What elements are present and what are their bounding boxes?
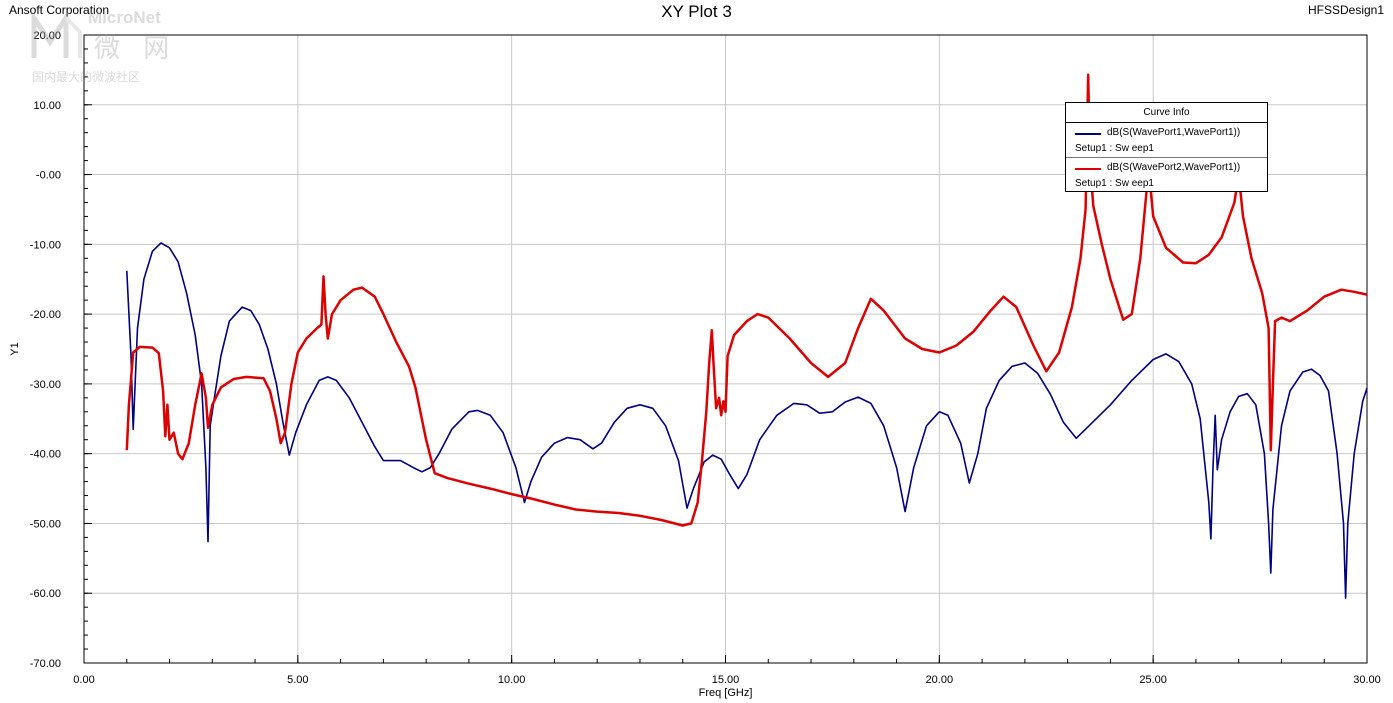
y-tick-label: -60.00	[30, 588, 61, 600]
plot-area-frame	[83, 34, 1368, 664]
watermark: MicroNet 微 网 国内最大的微波社区	[30, 8, 180, 88]
y-tick-label: -70.00	[30, 658, 61, 670]
axis-tick-labels: 0.00 5.00 10.00 15.00 20.00 25.00 30.00 20.00 10…	[30, 30, 1381, 686]
y-tick-label: 20.00	[33, 30, 61, 42]
legend-entry[interactable]: dB(S(WavePort1,WavePort1)) Setup1 : Sw e…	[1066, 123, 1267, 158]
y-tick-label: 10.00	[33, 100, 61, 112]
micronet-logo-icon	[31, 12, 82, 58]
y-tick-label: -40.00	[30, 449, 61, 461]
x-tick-label: 25.00	[1139, 674, 1167, 686]
x-tick-label: 5.00	[287, 674, 308, 686]
y-tick-label: -50.00	[30, 518, 61, 530]
design-name-label: HFSSDesign1	[1307, 3, 1384, 17]
legend-title: Curve Info	[1066, 103, 1267, 123]
legend-entry[interactable]: dB(S(WavePort2,WavePort1)) Setup1 : Sw e…	[1066, 158, 1267, 192]
series-line-1	[126, 242, 1368, 599]
grid-lines	[84, 35, 1367, 663]
plot-title: XY Plot 3	[661, 2, 732, 21]
x-tick-label: 20.00	[926, 674, 954, 686]
watermark-chinese: 微 网	[94, 33, 178, 63]
x-axis-label: Freq [GHz]	[699, 687, 753, 699]
legend-entry-name: dB(S(WavePort1,WavePort1))	[1107, 127, 1241, 138]
x-tick-label: 0.00	[73, 674, 94, 686]
legend-swatch	[1075, 133, 1101, 135]
curve-info-legend[interactable]: Curve Info dB(S(WavePort1,WavePort1)) Se…	[1065, 102, 1268, 192]
legend-entry-name: dB(S(WavePort2,WavePort1))	[1107, 162, 1241, 173]
watermark-brand: MicroNet	[88, 8, 161, 27]
legend-entry-setup: Setup1 : Sw eep1	[1075, 178, 1154, 189]
y-tick-label: -10.00	[30, 239, 61, 251]
y-tick-label: -20.00	[30, 309, 61, 321]
x-tick-label: 10.00	[498, 674, 526, 686]
legend-entry-setup: Setup1 : Sw eep1	[1075, 143, 1154, 154]
legend-swatch	[1075, 168, 1101, 170]
x-tick-label: 15.00	[712, 674, 740, 686]
y-tick-label: -30.00	[30, 379, 61, 391]
watermark-subtitle: 国内最大的微波社区	[32, 70, 141, 84]
series-line-2	[125, 73, 1368, 527]
series-group	[125, 73, 1368, 599]
y-tick-label: -0.00	[36, 170, 61, 182]
y-axis-label: Y1	[9, 342, 21, 355]
x-tick-label: 30.00	[1353, 674, 1381, 686]
company-label: Ansoft Corporation	[9, 3, 110, 17]
